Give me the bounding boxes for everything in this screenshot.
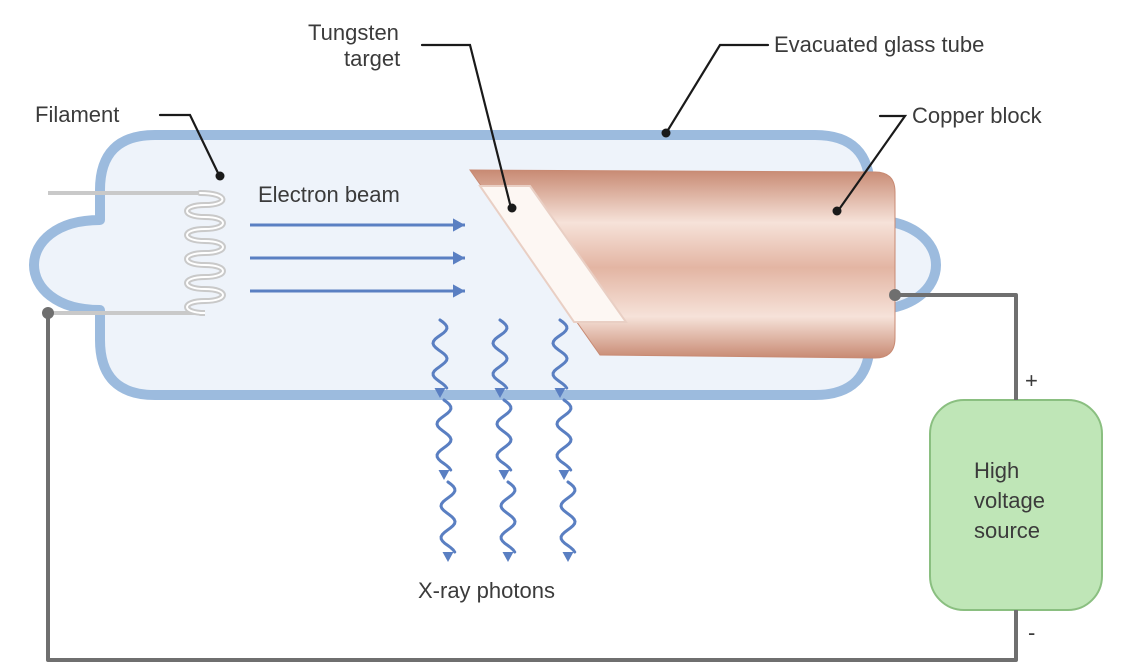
xray-photon-arrow-head <box>439 470 450 480</box>
wire-node-right <box>889 289 901 301</box>
xray-photon-arrow <box>441 482 455 552</box>
leader-dot-tungsten <box>508 204 517 213</box>
label-xray-photons: X-ray photons <box>418 578 555 603</box>
xray-photon-arrow-head <box>559 470 570 480</box>
label-hv-2: voltage <box>974 488 1045 513</box>
label-electron-beam: Electron beam <box>258 182 400 207</box>
xray-photon-arrow <box>561 482 575 552</box>
label-plus: + <box>1025 368 1038 393</box>
label-hv-1: High <box>974 458 1019 483</box>
xray-photon-arrow <box>497 400 511 470</box>
label-filament: Filament <box>35 102 119 127</box>
wire-anode <box>895 295 1016 400</box>
xray-photon-arrow <box>437 400 451 470</box>
xray-photon-arrow-head <box>443 552 454 562</box>
label-tungsten-1: Tungsten <box>308 20 399 45</box>
xray-photon-arrow-head <box>563 552 574 562</box>
label-glass-tube: Evacuated glass tube <box>774 32 984 57</box>
leader-dot-glass <box>662 129 671 138</box>
xray-photon-arrow-head <box>499 470 510 480</box>
xray-photon-arrow <box>501 482 515 552</box>
leader-dot-filament <box>216 172 225 181</box>
leader-dot-copper <box>833 207 842 216</box>
label-tungsten-2: target <box>344 46 400 71</box>
label-minus: - <box>1028 620 1035 645</box>
label-hv-3: source <box>974 518 1040 543</box>
xray-photon-arrow-head <box>503 552 514 562</box>
xray-photon-arrow <box>557 400 571 470</box>
wire-node-left <box>42 307 54 319</box>
leader-glass <box>668 45 768 130</box>
label-copper-block: Copper block <box>912 103 1043 128</box>
